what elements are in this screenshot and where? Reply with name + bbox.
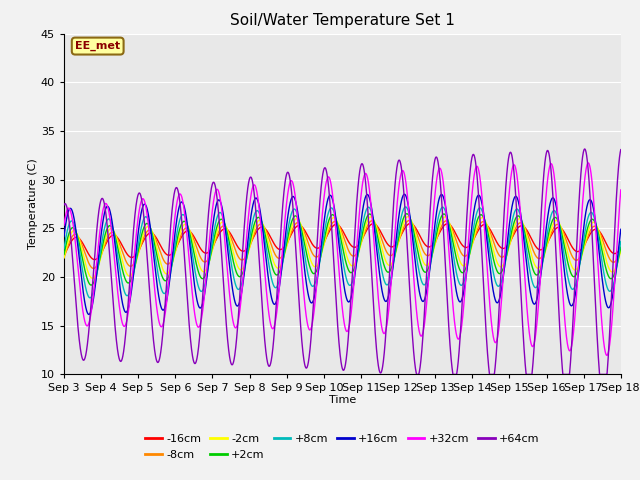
+2cm [617,244,625,250]
-2cm [274,265,282,271]
+64cm [274,283,282,288]
-2cm [88,276,96,281]
+64cm [157,350,164,356]
+2cm [606,276,614,281]
+32cm [157,324,164,329]
+2cm [547,224,554,230]
Text: EE_met: EE_met [75,41,120,51]
+8cm [60,246,68,252]
+64cm [60,202,68,208]
+2cm [87,282,95,288]
-8cm [298,224,306,229]
-16cm [274,246,282,252]
-16cm [124,252,132,258]
+8cm [547,216,554,221]
Line: +2cm: +2cm [64,214,621,285]
+16cm [547,200,554,206]
-8cm [124,261,132,267]
+2cm [157,269,164,275]
Line: -2cm: -2cm [64,216,621,278]
-8cm [90,265,97,271]
Line: -16cm: -16cm [64,224,621,260]
-16cm [298,224,306,229]
-2cm [298,225,306,230]
-8cm [617,248,625,253]
-8cm [274,255,282,261]
+16cm [157,303,164,309]
-16cm [617,245,625,251]
+16cm [124,307,132,313]
+32cm [617,187,625,193]
-2cm [606,268,614,274]
-16cm [157,243,164,249]
+2cm [274,272,282,277]
Line: -8cm: -8cm [64,220,621,268]
Legend: -16cm, -8cm, -2cm, +2cm, +8cm, +16cm, +32cm, +64cm: -16cm, -8cm, -2cm, +2cm, +8cm, +16cm, +3… [141,430,544,464]
-2cm [547,229,554,235]
Title: Soil/Water Temperature Set 1: Soil/Water Temperature Set 1 [230,13,455,28]
+64cm [546,158,554,164]
+64cm [581,146,589,152]
Line: +64cm: +64cm [64,149,621,374]
-8cm [405,217,413,223]
-16cm [547,234,554,240]
+32cm [606,337,614,343]
+32cm [584,160,592,166]
-16cm [91,257,99,263]
-8cm [606,257,614,263]
-8cm [547,233,554,239]
+2cm [124,280,132,286]
Line: +16cm: +16cm [64,194,621,314]
+8cm [274,282,282,288]
+16cm [606,303,614,309]
-2cm [404,214,412,219]
+32cm [60,222,68,228]
+8cm [617,239,625,244]
+8cm [298,234,306,240]
+64cm [298,336,305,342]
-2cm [157,260,164,266]
-8cm [157,251,164,256]
+16cm [274,294,282,300]
Y-axis label: Temperature (C): Temperature (C) [28,158,38,250]
+64cm [124,309,131,315]
+8cm [86,295,94,300]
+8cm [124,293,132,299]
+8cm [402,204,410,210]
-16cm [606,248,614,253]
-2cm [124,272,132,278]
+64cm [413,372,420,377]
+16cm [401,192,408,197]
+32cm [298,265,305,271]
+16cm [60,234,68,240]
-8cm [60,255,68,261]
X-axis label: Time: Time [329,395,356,405]
+16cm [298,242,306,248]
+2cm [60,252,68,257]
-16cm [60,252,68,258]
-2cm [617,248,625,253]
+32cm [603,352,611,358]
+64cm [606,319,614,324]
+8cm [606,288,614,294]
Line: +8cm: +8cm [64,207,621,298]
+32cm [124,314,131,320]
+64cm [617,147,625,153]
+32cm [546,163,554,168]
+16cm [85,312,93,317]
+32cm [274,303,282,309]
+16cm [617,227,625,232]
+8cm [157,284,164,290]
Line: +32cm: +32cm [64,163,621,355]
-16cm [406,221,414,227]
+2cm [403,211,411,216]
+2cm [298,228,306,234]
-2cm [60,255,68,261]
